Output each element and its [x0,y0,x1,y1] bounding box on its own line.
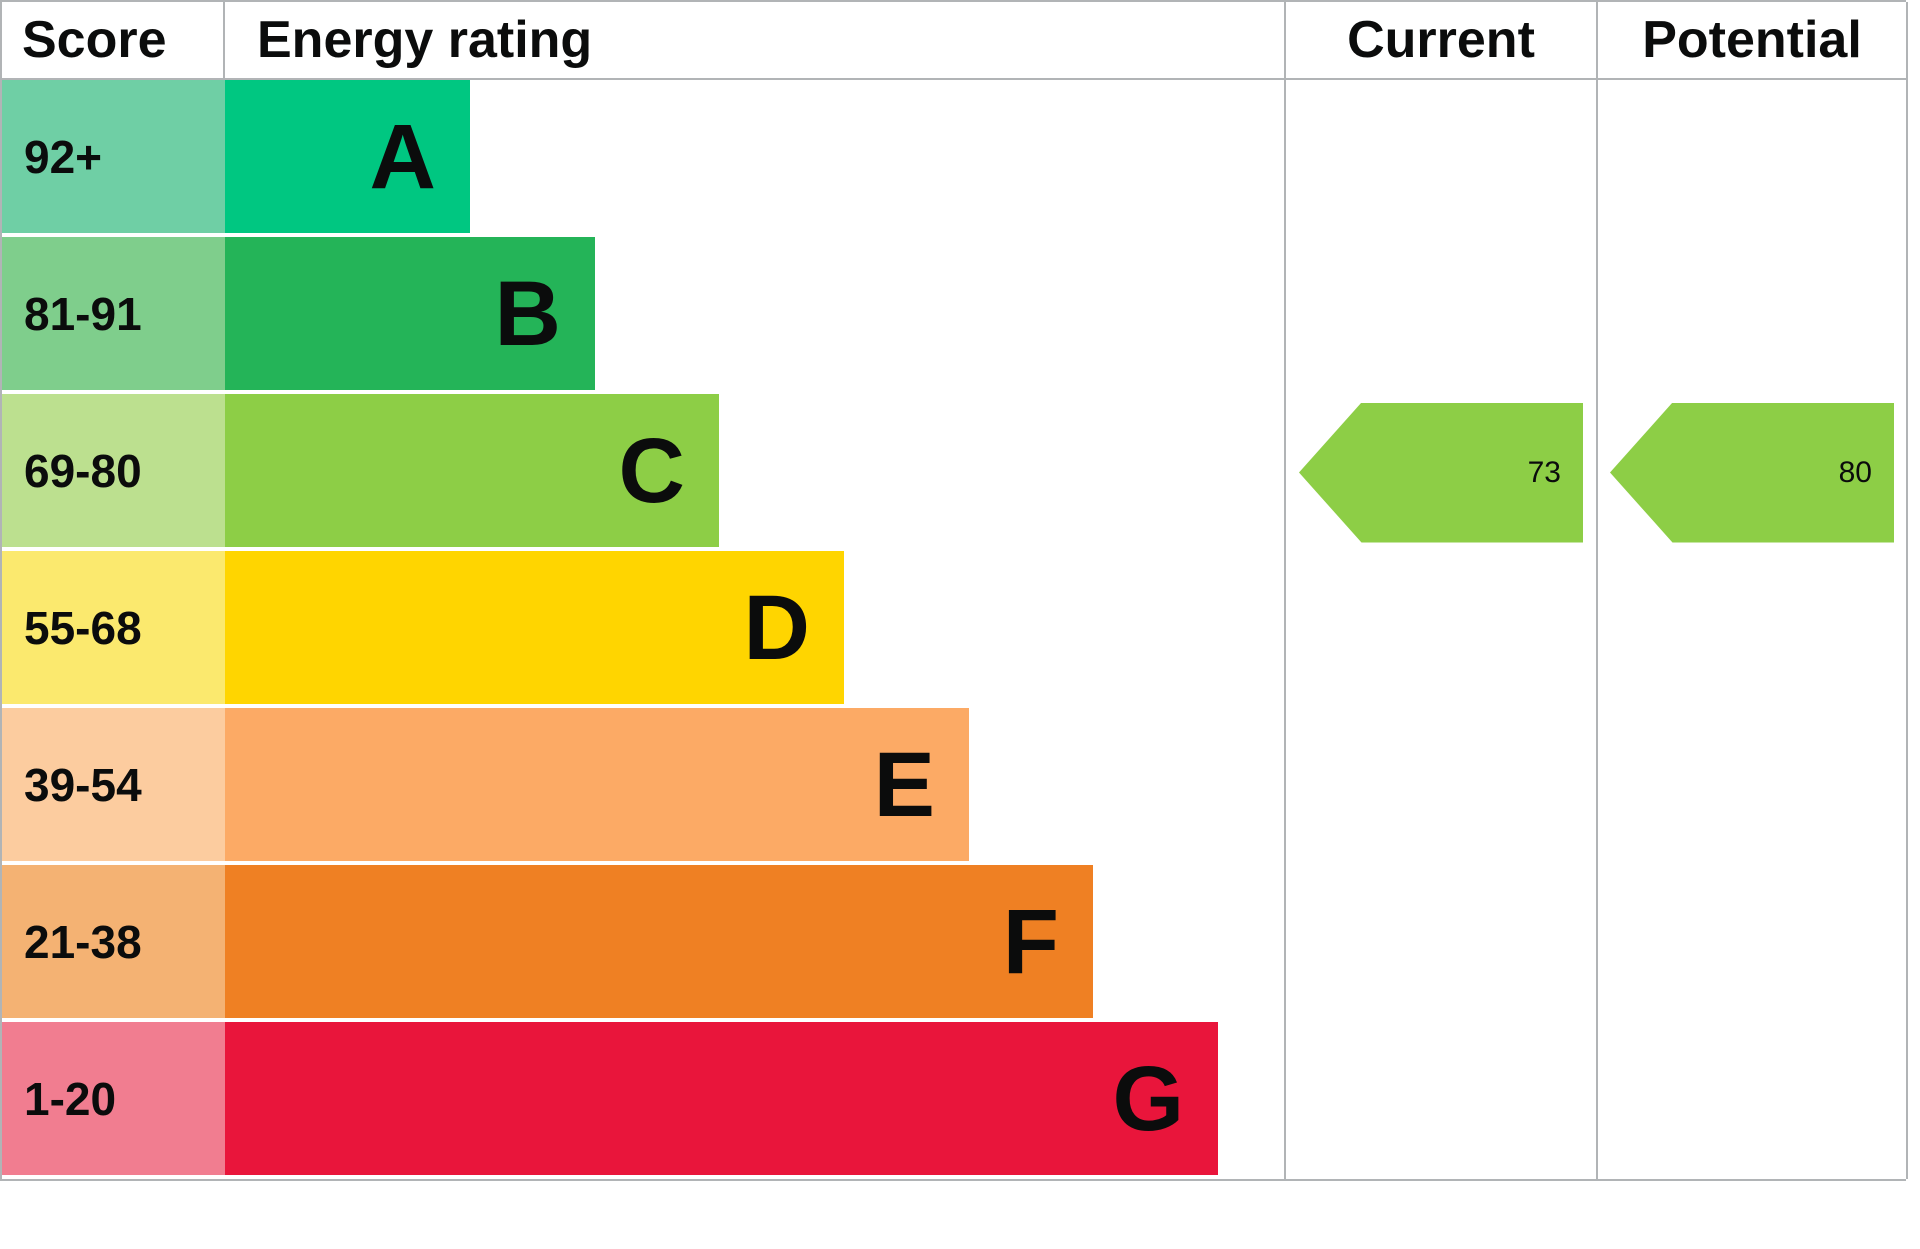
score-range-b: 81-91 [2,237,225,390]
energy-band-bar-a: A [225,80,470,233]
band-letter-c: C [618,419,685,522]
potential-cell-a [1596,80,1908,237]
score-range-c: 69-80 [2,394,225,547]
energy-band-bar-b: B [225,237,595,390]
band-bar-cell-c: C [225,394,1284,551]
potential-column-header: Potential [1596,2,1908,80]
band-bar-cell-g: G [225,1022,1284,1179]
potential-cell-d [1596,551,1908,708]
current-cell-e [1284,708,1596,865]
current-column-header: Current [1284,2,1596,80]
band-row-d: 55-68 [2,551,225,708]
band-row-g: 1-20 [2,1022,225,1179]
band-bar-cell-f: F [225,865,1284,1022]
potential-rating-value: 80 [1838,455,1872,489]
potential-cell-e [1596,708,1908,865]
band-letter-a: A [369,105,436,208]
band-letter-f: F [1002,890,1059,993]
potential-cell-c: 80 [1596,394,1908,551]
band-letter-d: D [743,576,810,679]
band-bar-cell-e: E [225,708,1284,865]
energy-band-bar-g: G [225,1022,1218,1175]
band-row-f: 21-38 [2,865,225,1022]
band-row-e: 39-54 [2,708,225,865]
band-row-c: 69-80 [2,394,225,551]
potential-cell-b [1596,237,1908,394]
band-bar-cell-a: A [225,80,1284,237]
score-range-f: 21-38 [2,865,225,1018]
score-column-header: Score [2,2,225,80]
current-cell-c: 73 [1284,394,1596,551]
band-row-b: 81-91 [2,237,225,394]
score-range-a: 92+ [2,80,225,233]
band-bar-cell-d: D [225,551,1284,708]
band-letter-e: E [873,733,935,836]
score-range-d: 55-68 [2,551,225,704]
current-rating-arrow: 73 [1299,402,1583,543]
potential-cell-f [1596,865,1908,1022]
energy-band-bar-f: F [225,865,1093,1018]
score-range-g: 1-20 [2,1022,225,1175]
energy-band-bar-e: E [225,708,969,861]
current-cell-b [1284,237,1596,394]
band-row-a: 92+ [2,80,225,237]
band-letter-b: B [494,262,561,365]
energy-band-bar-d: D [225,551,844,704]
current-cell-d [1284,551,1596,708]
current-cell-g [1284,1022,1596,1179]
potential-cell-g [1596,1022,1908,1179]
current-cell-a [1284,80,1596,237]
energy-band-bar-c: C [225,394,719,547]
score-range-e: 39-54 [2,708,225,861]
current-rating-value: 73 [1527,455,1561,489]
current-cell-f [1284,865,1596,1022]
band-bar-cell-b: B [225,237,1284,394]
energy-rating-column-header: Energy rating [225,2,1284,80]
epc-rating-table: Score Energy rating Current Potential 92… [0,0,1908,1181]
potential-rating-arrow: 80 [1610,402,1894,543]
band-letter-g: G [1112,1047,1184,1150]
